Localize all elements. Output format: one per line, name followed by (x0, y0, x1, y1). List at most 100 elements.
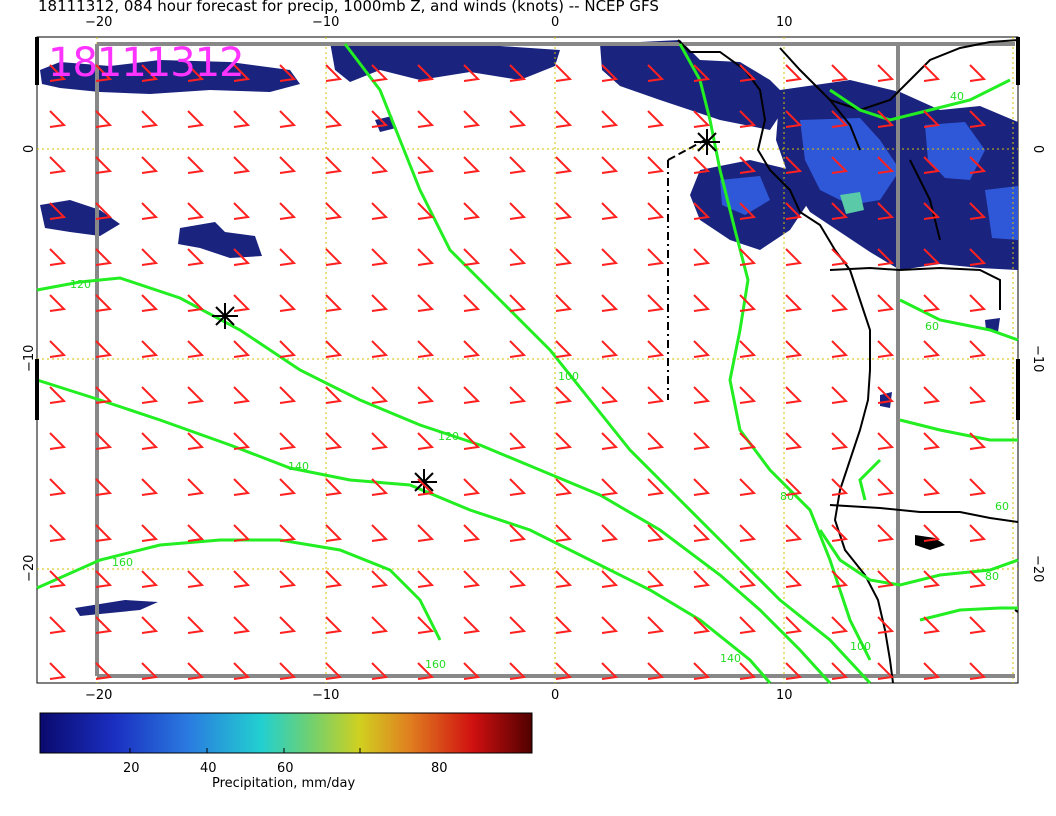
wind-barb (693, 524, 711, 542)
wind-barb (969, 478, 987, 496)
wind-barb (233, 524, 251, 542)
wind-barb (325, 340, 343, 358)
wind-barb (141, 340, 159, 358)
wind-barb (785, 294, 803, 312)
wind-barb (325, 248, 343, 266)
wind-barb (785, 64, 803, 82)
wind-barb (785, 478, 803, 496)
wind-barb (417, 110, 435, 128)
height-contours (36, 43, 1019, 685)
wind-barb (647, 386, 665, 404)
contour-label: 100 (850, 640, 871, 653)
wind-barb (233, 156, 251, 174)
wind-barb (371, 478, 389, 496)
colorbar (39, 712, 533, 754)
wind-barb (831, 386, 849, 404)
wind-barb (463, 386, 481, 404)
wind-barb (831, 110, 849, 128)
wind-barb (141, 386, 159, 404)
wind-barb (141, 570, 159, 588)
wind-barb (923, 248, 941, 266)
wind-barb (279, 248, 297, 266)
contour-label: 80 (780, 490, 794, 503)
wind-barb (141, 202, 159, 220)
wind-barb (601, 64, 619, 82)
wind-barb (463, 570, 481, 588)
y-tick-label: −10 (1030, 345, 1045, 372)
x-axis-bottom: −20 −10 0 10 (85, 688, 793, 703)
wind-barb (49, 110, 67, 128)
wind-barb (95, 524, 113, 542)
wind-barb (831, 340, 849, 358)
wind-barb (417, 432, 435, 450)
wind-barb (187, 616, 205, 634)
wind-barb (417, 570, 435, 588)
wind-barb (831, 156, 849, 174)
wind-barb (95, 64, 113, 82)
wind-barb (509, 156, 527, 174)
wind-barb (969, 662, 987, 680)
wind-barb (141, 156, 159, 174)
wind-barb (95, 662, 113, 680)
colorbar-tick: 40 (200, 761, 217, 776)
wind-barb (785, 616, 803, 634)
wind-barb (693, 340, 711, 358)
wind-barb (555, 248, 573, 266)
wind-barb (969, 202, 987, 220)
wind-barb (95, 110, 113, 128)
center-marker (694, 129, 720, 155)
x-tick-label: −10 (312, 15, 339, 30)
colorbar-tick: 20 (123, 761, 140, 776)
wind-barb (831, 524, 849, 542)
contour-label: 140 (288, 460, 309, 473)
wind-barb (509, 248, 527, 266)
wind-barb (647, 432, 665, 450)
wind-barb (417, 524, 435, 542)
wind-barb (233, 340, 251, 358)
wind-barb (417, 340, 435, 358)
wind-barb (325, 478, 343, 496)
wind-barb (923, 64, 941, 82)
wind-barb (49, 248, 67, 266)
wind-barb (601, 248, 619, 266)
wind-barb (877, 202, 895, 220)
wind-barb (785, 156, 803, 174)
wind-barb (831, 616, 849, 634)
wind-barb (95, 570, 113, 588)
colorbar-tick: 60 (277, 761, 294, 776)
wind-barb (647, 294, 665, 312)
wind-barb (555, 386, 573, 404)
y-tick-label: −20 (1030, 555, 1045, 582)
wind-barb (233, 202, 251, 220)
wind-barb (187, 386, 205, 404)
wind-barb (279, 110, 297, 128)
wind-barb (877, 524, 895, 542)
wind-barb (325, 64, 343, 82)
wind-barb (739, 478, 757, 496)
wind-barb (371, 570, 389, 588)
wind-barb (417, 386, 435, 404)
colorbar-label: Precipitation, mm/day (212, 776, 356, 791)
wind-barb (877, 248, 895, 266)
wind-barb (923, 340, 941, 358)
wind-barb (95, 156, 113, 174)
wind-barb (923, 202, 941, 220)
wind-barb (187, 294, 205, 312)
wind-barb (785, 662, 803, 680)
wind-barb (831, 64, 849, 82)
wind-barb (187, 432, 205, 450)
wind-barb (279, 432, 297, 450)
wind-barb (877, 64, 895, 82)
wind-barb (969, 386, 987, 404)
wind-barb (463, 294, 481, 312)
wind-barb (647, 662, 665, 680)
wind-barb (95, 202, 113, 220)
wind-barb (739, 386, 757, 404)
wind-barb (739, 524, 757, 542)
wind-barb (601, 662, 619, 680)
wind-barb (877, 662, 895, 680)
wind-barb (647, 616, 665, 634)
wind-barb (877, 478, 895, 496)
contour-label: 80 (985, 570, 999, 583)
wind-barb (325, 110, 343, 128)
